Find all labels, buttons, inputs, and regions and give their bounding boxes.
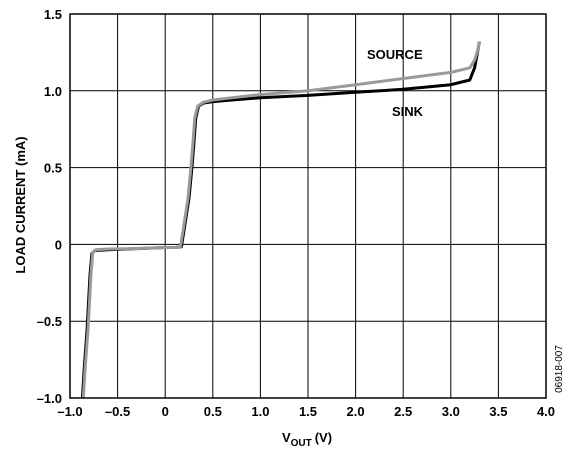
y-tick-label: 0: [55, 237, 62, 252]
x-axis-label-main: V: [282, 430, 291, 445]
y-tick-label: 1.5: [44, 7, 62, 22]
y-tick-label: 0.5: [44, 161, 62, 176]
y-tick-label: –0.5: [37, 314, 62, 329]
x-tick-label: 0: [162, 404, 169, 419]
y-tick-label: 1.0: [44, 84, 62, 99]
x-tick-label: 2.5: [394, 404, 412, 419]
x-tick-label: –0.5: [105, 404, 130, 419]
x-axis-label-subscript: OUT: [291, 438, 312, 449]
y-tick-label: –1.0: [37, 391, 62, 406]
plot-frame: [69, 13, 547, 399]
x-tick-label: 3.5: [489, 404, 507, 419]
series-label-source: SOURCE: [367, 47, 423, 62]
figure-id: 06918-007: [554, 345, 565, 393]
x-tick-label: 4.0: [537, 404, 555, 419]
series-line-sink: [80, 41, 481, 399]
x-tick-labels: –1.0 –0.5 0 0.5 1.0 1.5 2.0 2.5 3.0 3.5 4.0: [57, 404, 555, 419]
x-axis-label-unit: (V): [315, 430, 332, 445]
x-axis-label: VOUT (V): [282, 430, 332, 449]
x-tick-label: 1.5: [299, 404, 317, 419]
y-axis-label: LOAD CURRENT (mA): [13, 136, 28, 273]
x-tick-label: 0.5: [204, 404, 222, 419]
x-tick-label: –1.0: [57, 404, 82, 419]
x-tick-label: 1.0: [251, 404, 269, 419]
y-tick-labels: –1.0 –0.5 0 0.5 1.0 1.5: [37, 7, 62, 406]
series-line-source: [81, 41, 481, 399]
x-tick-label: 3.0: [442, 404, 460, 419]
series-lines: [80, 41, 481, 399]
x-tick-label: 2.0: [347, 404, 365, 419]
series-label-sink: SINK: [392, 104, 424, 119]
